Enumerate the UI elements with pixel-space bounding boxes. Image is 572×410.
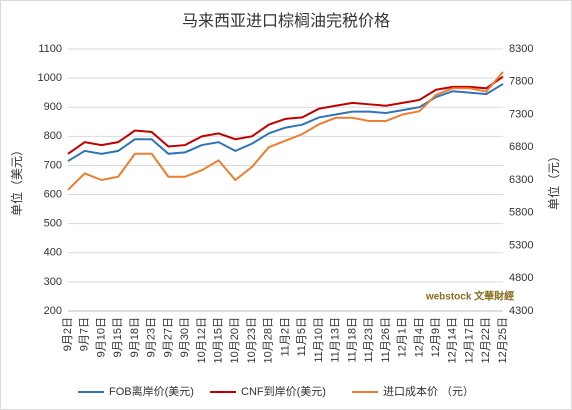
x-tick-label: 12月9日 <box>430 317 442 357</box>
y-tick-label: 400 <box>44 247 62 259</box>
x-tick-label: 11月10日 <box>313 317 325 363</box>
y-tick-label: 600 <box>44 188 62 200</box>
y-tick-label: 500 <box>44 218 62 230</box>
x-tick-label: 10月28日 <box>263 317 275 363</box>
x-tick-label: 12月4日 <box>413 317 425 357</box>
y-tick-label: 900 <box>44 101 62 113</box>
x-tick-label: 9月2日 <box>62 317 74 351</box>
y2-tick-label: 4300 <box>509 305 533 317</box>
y-tick-label: 800 <box>44 130 62 142</box>
legend-label: CNF到岸价(美元) <box>241 385 326 398</box>
x-tick-label: 11月13日 <box>330 317 342 363</box>
x-tick-label: 12月25日 <box>497 317 509 363</box>
y-tick-label: 1100 <box>38 43 62 55</box>
y2-axis-label: 单位（元） <box>546 150 561 210</box>
chart-title: 马来西亚进口棕榈油完税价格 <box>182 12 390 30</box>
series-line <box>67 71 504 191</box>
y-tick-label: 1000 <box>38 72 62 84</box>
watermark: webstock 文華財經 <box>425 290 514 303</box>
y-axis-label: 单位（美元） <box>9 144 24 216</box>
x-tick-label: 12月22日 <box>480 317 492 363</box>
x-tick-label: 9月30日 <box>179 317 191 357</box>
x-tick-label: 9月27日 <box>162 317 174 357</box>
x-tick-label: 11月26日 <box>380 317 392 363</box>
y2-tick-label: 6800 <box>509 141 533 153</box>
x-tick-label: 11月5日 <box>296 317 308 357</box>
x-tick-label: 10月15日 <box>212 317 224 363</box>
x-tick-label: 12月14日 <box>447 317 459 363</box>
x-tick-label: 9月23日 <box>146 317 158 357</box>
x-tick-label: 11月2日 <box>279 317 291 357</box>
legend-label: 进口成本价 （元） <box>383 384 474 398</box>
x-tick-label: 11月23日 <box>363 317 375 363</box>
y2-tick-label: 7800 <box>509 76 533 88</box>
x-tick-label: 9月15日 <box>112 317 124 357</box>
y2-tick-label: 6300 <box>509 174 533 186</box>
x-tick-label: 12月17日 <box>463 317 475 363</box>
legend-label: FOB离岸价(美元) <box>109 384 194 398</box>
x-tick-label: 9月10日 <box>95 317 107 357</box>
x-tick-label: 12月1日 <box>397 317 409 357</box>
x-tick-label: 9月18日 <box>129 317 141 357</box>
x-tick-label: 10月23日 <box>246 317 258 363</box>
y-tick-label: 700 <box>44 159 62 171</box>
y-tick-label: 200 <box>44 305 62 317</box>
x-tick-label: 10月12日 <box>196 317 208 363</box>
y2-tick-label: 8300 <box>509 43 533 55</box>
y2-tick-label: 4800 <box>509 272 533 284</box>
series-line <box>67 75 504 155</box>
x-tick-label: 11月18日 <box>346 317 358 363</box>
x-tick-label: 10月20日 <box>229 317 241 363</box>
y2-tick-label: 5300 <box>509 239 533 251</box>
x-tick-label: 9月7日 <box>79 317 91 351</box>
y2-tick-label: 7300 <box>509 108 533 120</box>
y-tick-label: 300 <box>44 276 62 288</box>
y2-tick-label: 5800 <box>509 207 533 219</box>
